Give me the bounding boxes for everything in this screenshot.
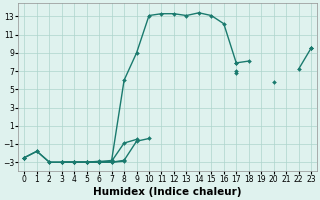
X-axis label: Humidex (Indice chaleur): Humidex (Indice chaleur) [93, 187, 242, 197]
